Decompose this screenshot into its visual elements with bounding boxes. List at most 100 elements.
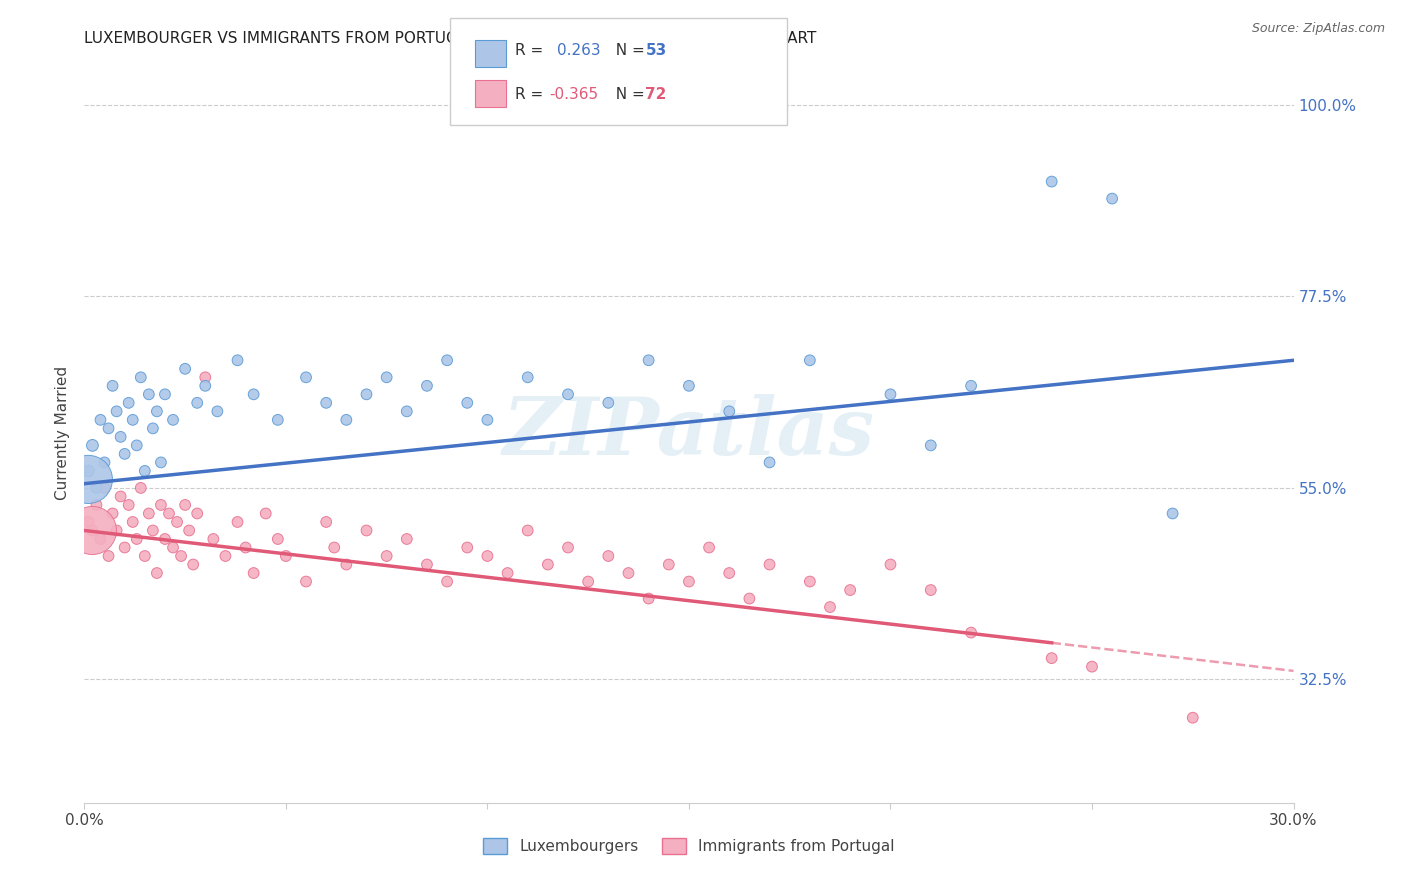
Point (678, 379, 700, 393)
Text: LUXEMBOURGER VS IMMIGRANTS FROM PORTUGAL CURRENTLY MARRIED CORRELATION CHART: LUXEMBOURGER VS IMMIGRANTS FROM PORTUGAL… (84, 31, 817, 46)
Point (202, 532, 225, 546)
Point (799, 574, 821, 589)
Point (758, 455, 780, 469)
Point (114, 541, 136, 555)
Point (134, 464, 156, 478)
Point (207, 404, 229, 418)
Point (356, 387, 378, 401)
Point (718, 404, 741, 418)
Point (537, 558, 560, 572)
Point (77, 472, 100, 486)
Point (149, 498, 172, 512)
Point (105, 404, 128, 418)
Point (93, 455, 115, 469)
Point (416, 379, 439, 393)
Point (1161, 507, 1184, 521)
Point (129, 481, 152, 495)
Point (89, 532, 111, 546)
Point (323, 541, 346, 555)
Point (110, 490, 132, 504)
Point (86, 498, 108, 512)
Point (678, 574, 700, 589)
Text: N =: N = (606, 43, 650, 58)
Point (149, 455, 172, 469)
Point (267, 532, 290, 546)
Point (839, 582, 862, 597)
Point (89, 413, 111, 427)
Point (226, 515, 249, 529)
Point (82, 438, 104, 452)
Text: ZIPatlas: ZIPatlas (503, 394, 875, 471)
Text: 53: 53 (645, 43, 666, 58)
Point (153, 532, 176, 546)
Point (118, 396, 141, 410)
Point (335, 413, 357, 427)
Point (375, 549, 398, 563)
Point (121, 413, 143, 427)
Point (598, 549, 620, 563)
Text: Source: ZipAtlas.com: Source: ZipAtlas.com (1251, 22, 1385, 36)
Point (162, 541, 184, 555)
Point (93, 481, 115, 495)
Point (1101, 192, 1123, 206)
Point (138, 507, 160, 521)
Point (879, 387, 901, 401)
Point (101, 507, 124, 521)
Point (77, 464, 100, 478)
Point (214, 549, 236, 563)
Point (718, 566, 741, 580)
Point (1040, 651, 1063, 665)
Point (157, 507, 180, 521)
Point (758, 558, 780, 572)
Point (395, 404, 418, 418)
Point (960, 625, 983, 640)
Point (295, 574, 318, 589)
Point (110, 430, 132, 444)
Legend: Luxembourgers, Immigrants from Portugal: Luxembourgers, Immigrants from Portugal (475, 830, 903, 862)
Point (1081, 659, 1104, 673)
Point (960, 379, 983, 393)
Point (129, 370, 152, 384)
Text: R =: R = (515, 43, 553, 58)
Point (920, 438, 942, 452)
Point (598, 396, 620, 410)
Point (395, 532, 418, 546)
Point (416, 558, 439, 572)
Point (86, 481, 108, 495)
Point (315, 515, 337, 529)
Point (174, 361, 197, 376)
Point (174, 498, 197, 512)
Point (576, 574, 599, 589)
Point (82, 524, 104, 538)
Point (617, 566, 640, 580)
Text: R =: R = (515, 87, 548, 102)
Point (125, 438, 148, 452)
Point (121, 515, 143, 529)
Point (267, 413, 290, 427)
Point (146, 404, 169, 418)
Point (194, 370, 217, 384)
Point (516, 370, 538, 384)
Point (356, 524, 378, 538)
Point (235, 541, 257, 555)
Point (162, 413, 184, 427)
Point (436, 353, 458, 368)
Text: 72: 72 (645, 87, 666, 102)
Text: N =: N = (606, 87, 650, 102)
Point (118, 498, 141, 512)
Point (97, 549, 120, 563)
Point (697, 541, 720, 555)
Point (186, 396, 208, 410)
Point (105, 524, 128, 538)
Point (114, 447, 136, 461)
Point (181, 558, 204, 572)
Point (456, 396, 478, 410)
Point (637, 591, 659, 606)
Point (477, 549, 499, 563)
Point (134, 549, 156, 563)
Point (82, 524, 104, 538)
Point (101, 379, 124, 393)
Point (335, 558, 357, 572)
Point (142, 421, 165, 435)
Point (436, 574, 458, 589)
